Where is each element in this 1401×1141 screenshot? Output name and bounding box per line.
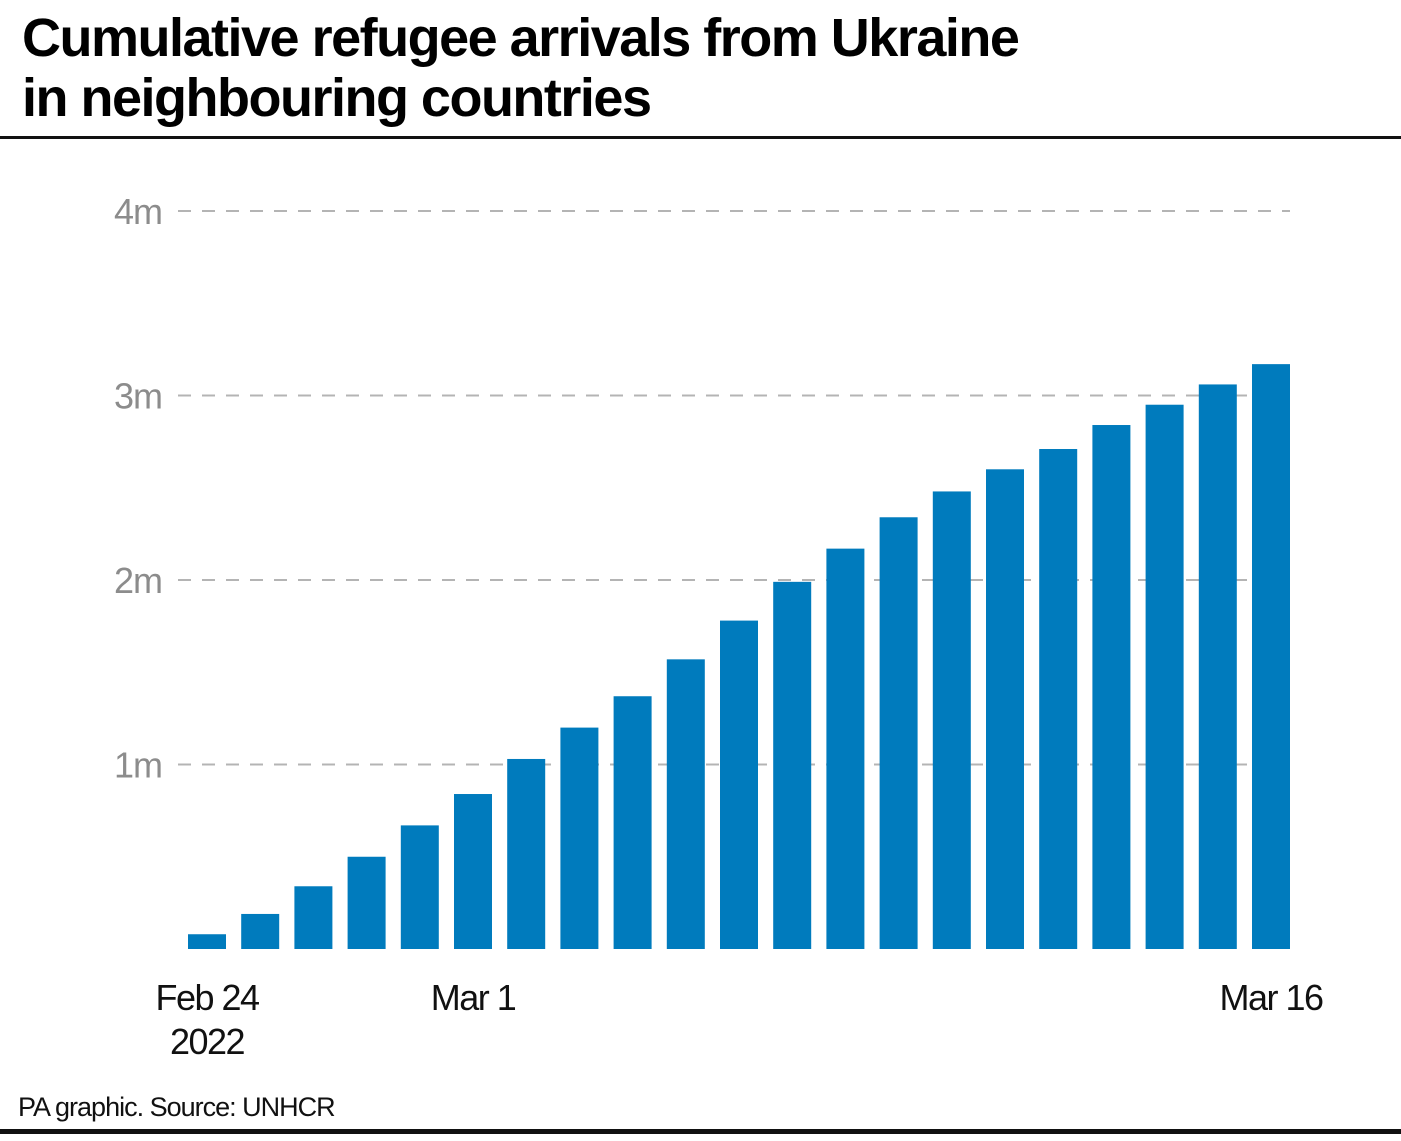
bar: [932, 491, 971, 949]
bar: [188, 934, 226, 949]
bar: [507, 758, 546, 949]
y-axis-ticks: 1m 2m 3m 4m: [114, 191, 163, 786]
y-tick-label: 3m: [114, 376, 162, 417]
bar: [400, 825, 439, 949]
bar: [347, 856, 386, 949]
x-tick-sublabel: 2022: [170, 1021, 245, 1062]
bar: [879, 517, 918, 949]
x-tick-label: Feb 24: [155, 977, 259, 1018]
x-tick-label: Mar 1: [431, 977, 516, 1018]
bars: [188, 364, 1290, 950]
bar: [986, 469, 1024, 949]
bottom-divider: [0, 1129, 1401, 1134]
bar: [560, 727, 599, 949]
bar: [241, 913, 280, 949]
bar: [720, 620, 758, 949]
bar: [454, 794, 492, 949]
chart-title: Cumulative refugee arrivals from Ukraine…: [22, 8, 1020, 128]
source-credit: PA graphic. Source: UNHCR: [18, 1092, 336, 1122]
title-divider: [0, 136, 1401, 139]
x-tick-label: Mar 16: [1219, 977, 1323, 1018]
bar: [613, 696, 652, 949]
y-tick-label: 4m: [114, 191, 162, 232]
y-tick-label: 2m: [114, 560, 162, 601]
y-tick-label: 1m: [114, 745, 162, 786]
bar: [1092, 425, 1131, 949]
bar: [773, 581, 812, 949]
bar: [1252, 364, 1290, 949]
chart-title-line-1: Cumulative refugee arrivals from Ukraine: [22, 8, 1020, 68]
bar: [1039, 449, 1078, 949]
chart-title-line-2: in neighbouring countries: [22, 68, 652, 128]
bar: [666, 659, 705, 949]
bar: [1145, 404, 1184, 950]
bar: [1198, 384, 1237, 949]
bar: [826, 548, 865, 949]
bar: [294, 886, 333, 949]
